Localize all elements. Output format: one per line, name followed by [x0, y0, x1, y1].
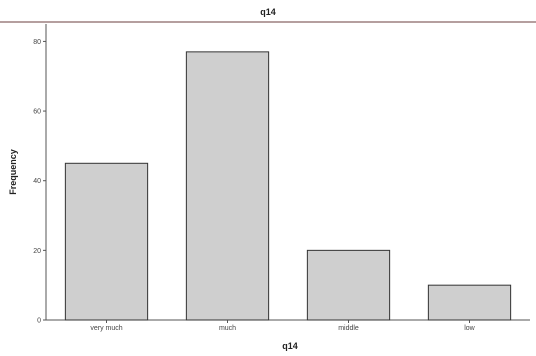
x-tick-label: much: [219, 325, 236, 332]
bar: [185, 51, 270, 321]
chart-title: q14: [260, 7, 276, 17]
y-tick-label: 60: [33, 109, 41, 116]
bar: [64, 162, 149, 321]
y-tick-label: 0: [37, 318, 41, 325]
bar: [427, 284, 512, 321]
x-tick-label: middle: [338, 325, 359, 332]
y-tick-label: 80: [33, 39, 41, 46]
x-tick-label: very much: [90, 325, 122, 332]
y-tick-label: 40: [33, 178, 41, 185]
bar: [306, 249, 391, 321]
y-axis-title: Frequency: [8, 149, 18, 195]
plot-area: 0 20 40 60 80 very much much middle low: [33, 24, 530, 332]
y-tick-label: 20: [33, 248, 41, 255]
x-axis-title: q14: [282, 341, 298, 351]
x-tick-label: low: [464, 325, 475, 332]
